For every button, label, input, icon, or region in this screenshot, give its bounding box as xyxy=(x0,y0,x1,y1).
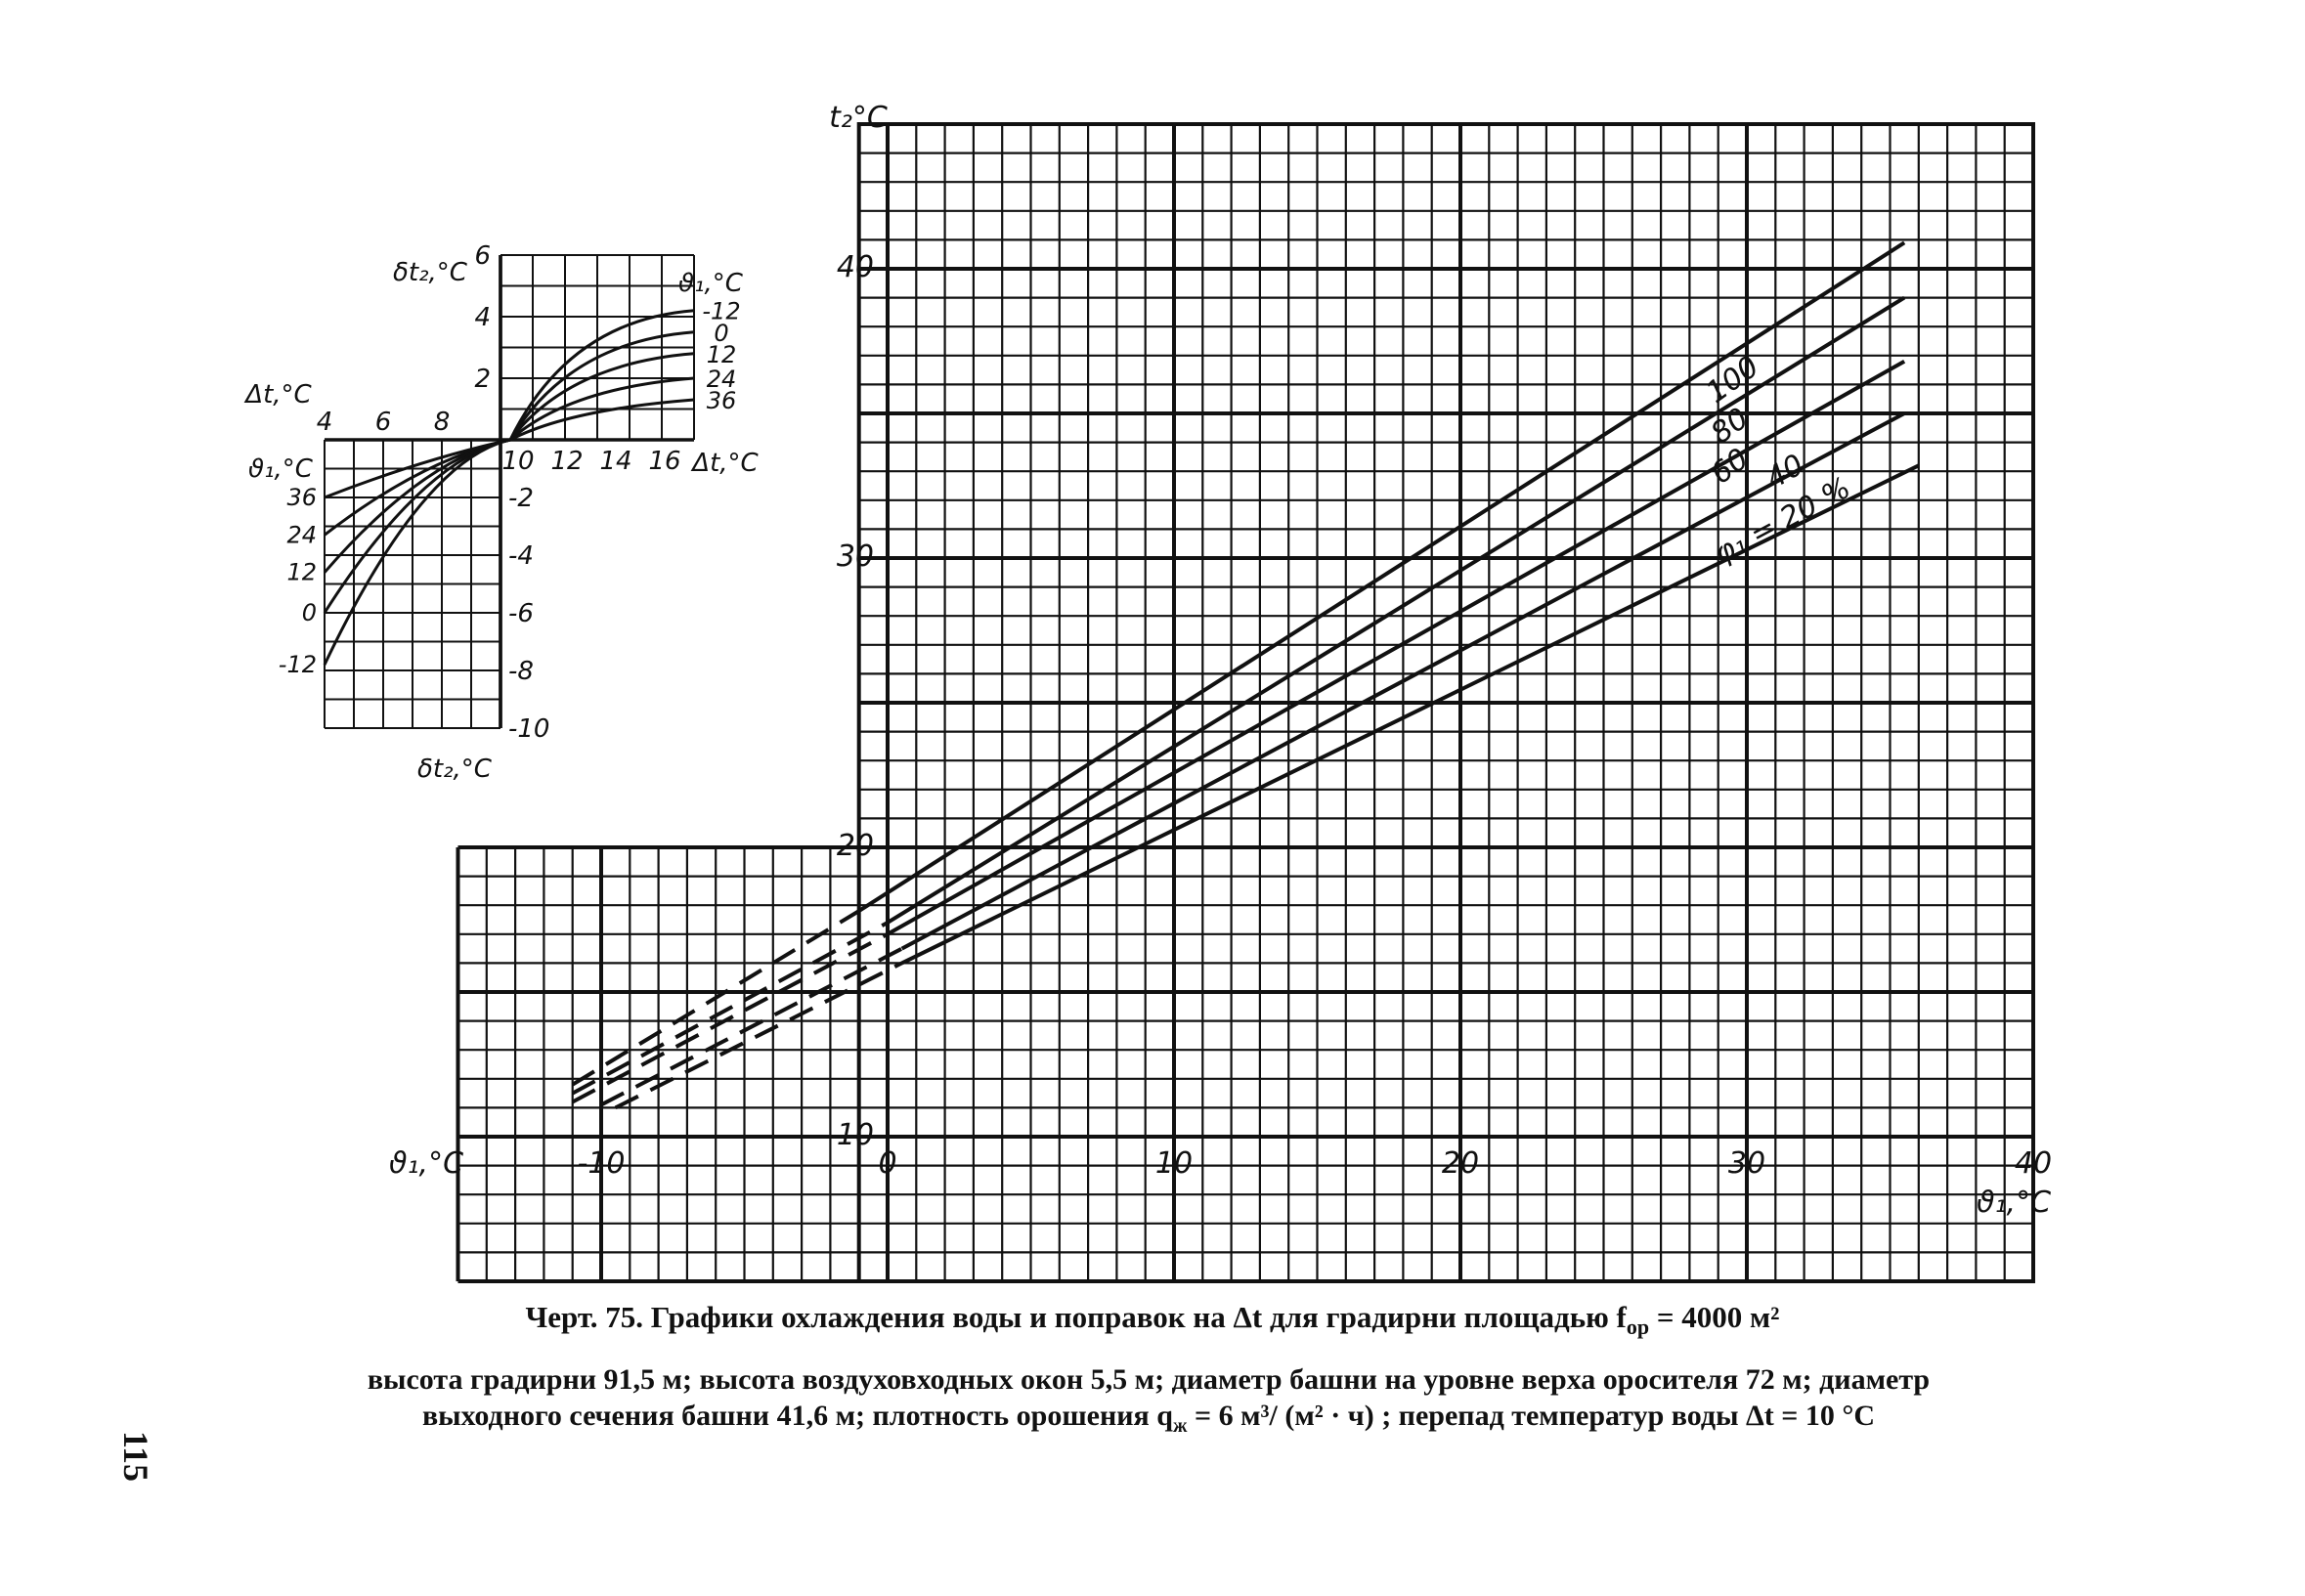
nomo-left-series-label: 12 xyxy=(286,559,317,586)
nomo-curve-right--12 xyxy=(508,309,695,441)
nomo-lower-y-tick: -2 xyxy=(508,484,534,513)
nomo-curve-right-24 xyxy=(509,376,695,442)
series-40-solid xyxy=(900,411,1906,951)
nomo-left-series-label: 36 xyxy=(286,484,317,511)
series-80-dashed xyxy=(571,921,889,1096)
nomo-right-series-label: 0 xyxy=(714,320,728,347)
nomo-right-series-title: ϑ₁,°C xyxy=(678,269,744,298)
series-100-dashed xyxy=(571,909,860,1087)
x-axis-label-left: ϑ₁,°C xyxy=(389,1146,463,1181)
nomo-left-series-title: ϑ₁,°C xyxy=(248,454,314,484)
curve-label: 40 xyxy=(1761,448,1810,496)
series-100-solid xyxy=(857,240,1906,913)
x-tick-label: 10 xyxy=(1155,1146,1193,1181)
nomo-lower-y-tick: -10 xyxy=(508,714,549,744)
nomo-curve-left-12 xyxy=(323,438,511,574)
x-tick-label: 0 xyxy=(878,1146,896,1181)
x-axis-label: ϑ₁,°C xyxy=(1977,1186,2051,1220)
nomo-lower-y-tick: -4 xyxy=(508,541,534,571)
nomo-left-series-label: 24 xyxy=(286,521,317,548)
nomo-left-x-tick: 4 xyxy=(317,408,333,437)
series-φ₁ = 20%-solid xyxy=(900,463,1920,966)
y-tick-label: 40 xyxy=(837,250,874,284)
series-60-dashed xyxy=(571,932,889,1104)
nomo-lower-y-label: δt₂,°C xyxy=(417,755,493,784)
series-φ₁ = 20%-dashed xyxy=(614,961,903,1110)
nomo-right-x-tick: 14 xyxy=(599,447,631,476)
nomo-curve-right-0 xyxy=(508,330,695,441)
nomo-upper-y-tick: 2 xyxy=(474,365,491,394)
y-axis-label: t₂°C xyxy=(829,101,888,135)
page-number: 115 xyxy=(116,1430,155,1482)
nomo-upper-y-label: δt₂,°C xyxy=(393,258,468,287)
series-80-solid xyxy=(886,295,1906,925)
nomo-left-series-label: -12 xyxy=(279,651,317,678)
nomo-curve-right-12 xyxy=(508,352,695,441)
nomo-right-x-label: Δt,°C xyxy=(690,449,759,478)
nomo-left-series-label: 0 xyxy=(302,599,317,626)
x-tick-label: 20 xyxy=(1442,1146,1479,1181)
caption-line-1: высота градирни 91,5 м; высота воздуховх… xyxy=(367,1363,1931,1396)
y-tick-label: 20 xyxy=(837,829,874,863)
x-tick-label: 30 xyxy=(1728,1146,1765,1181)
nomo-right-x-tick: 12 xyxy=(550,447,583,476)
series-40-dashed xyxy=(600,946,903,1107)
y-tick-label: 10 xyxy=(837,1118,874,1152)
nomo-lower-y-tick: -8 xyxy=(508,657,534,686)
nomo-right-series-label: 36 xyxy=(707,387,737,414)
x-tick-label: 40 xyxy=(2015,1146,2052,1181)
main-series xyxy=(571,240,1920,1110)
nomo-curve-right-36 xyxy=(509,398,695,442)
nomo-left-x-tick: 6 xyxy=(375,408,392,437)
y-tick-label: 30 xyxy=(837,539,874,574)
nomo-upper-y-tick: 6 xyxy=(474,241,491,271)
nomo-right-series-label: 12 xyxy=(707,341,737,368)
nomo-lower-y-tick: -6 xyxy=(508,599,534,628)
nomo-right-series-label: 24 xyxy=(707,366,737,393)
nomo-upper-y-tick: 4 xyxy=(474,303,491,332)
nomo-right-x-tick: 10 xyxy=(501,447,534,476)
series-60-solid xyxy=(887,359,1906,936)
x-tick-label: -10 xyxy=(578,1146,626,1181)
nomo-left-x-label: Δt,°C xyxy=(243,380,312,410)
nomo-right-series-label: -12 xyxy=(702,298,740,325)
nomo-left-x-tick: 8 xyxy=(434,408,451,437)
caption-title: Черт. 75. Графики охлаждения воды и попр… xyxy=(525,1300,1780,1340)
plot-frame xyxy=(856,122,2036,1283)
nomo-right-x-tick: 16 xyxy=(648,447,680,476)
caption-line-2: выходного сечения башни 41,6 м; плотност… xyxy=(421,1400,1876,1437)
nomo-curve-left--12 xyxy=(323,438,511,666)
